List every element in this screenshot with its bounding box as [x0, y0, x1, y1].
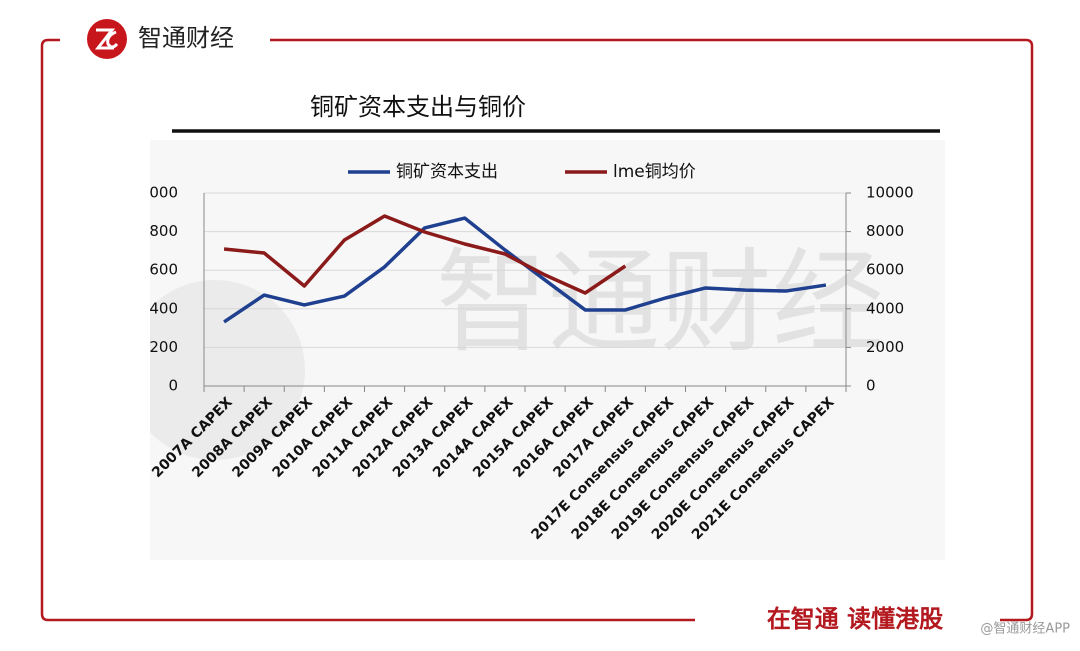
watermark-logo	[150, 280, 305, 460]
logo-mark	[94, 28, 119, 50]
series-line	[223, 214, 627, 295]
y2-tick-label: 2000	[866, 338, 904, 356]
watermark: 智通财经	[436, 238, 884, 368]
brand: 智通财经	[138, 24, 234, 52]
y-tick-label: 400	[149, 299, 178, 317]
y-tick-label: 0	[168, 377, 178, 395]
slogan: 在智通 读懂港股	[767, 605, 943, 633]
frame	[40, 38, 1034, 622]
y2-tick-label: 4000	[866, 299, 904, 317]
y2-tick-label: 0	[866, 377, 876, 395]
y-tick-label: 800	[149, 222, 178, 240]
chart-title: 铜矿资本支出与铜价	[310, 93, 526, 121]
y2-tick-label: 10000	[866, 184, 914, 202]
legend-label: 铜矿资本支出	[396, 162, 498, 182]
legend-label: lme铜均价	[613, 162, 696, 182]
y2-tick-label: 8000	[866, 222, 904, 240]
y-tick-label: 200	[149, 338, 178, 356]
y-tick-label: 1000	[140, 184, 178, 202]
y2-tick-label: 6000	[866, 261, 904, 279]
credit: @智通财经APP	[980, 622, 1070, 637]
y-tick-label: 600	[149, 261, 178, 279]
